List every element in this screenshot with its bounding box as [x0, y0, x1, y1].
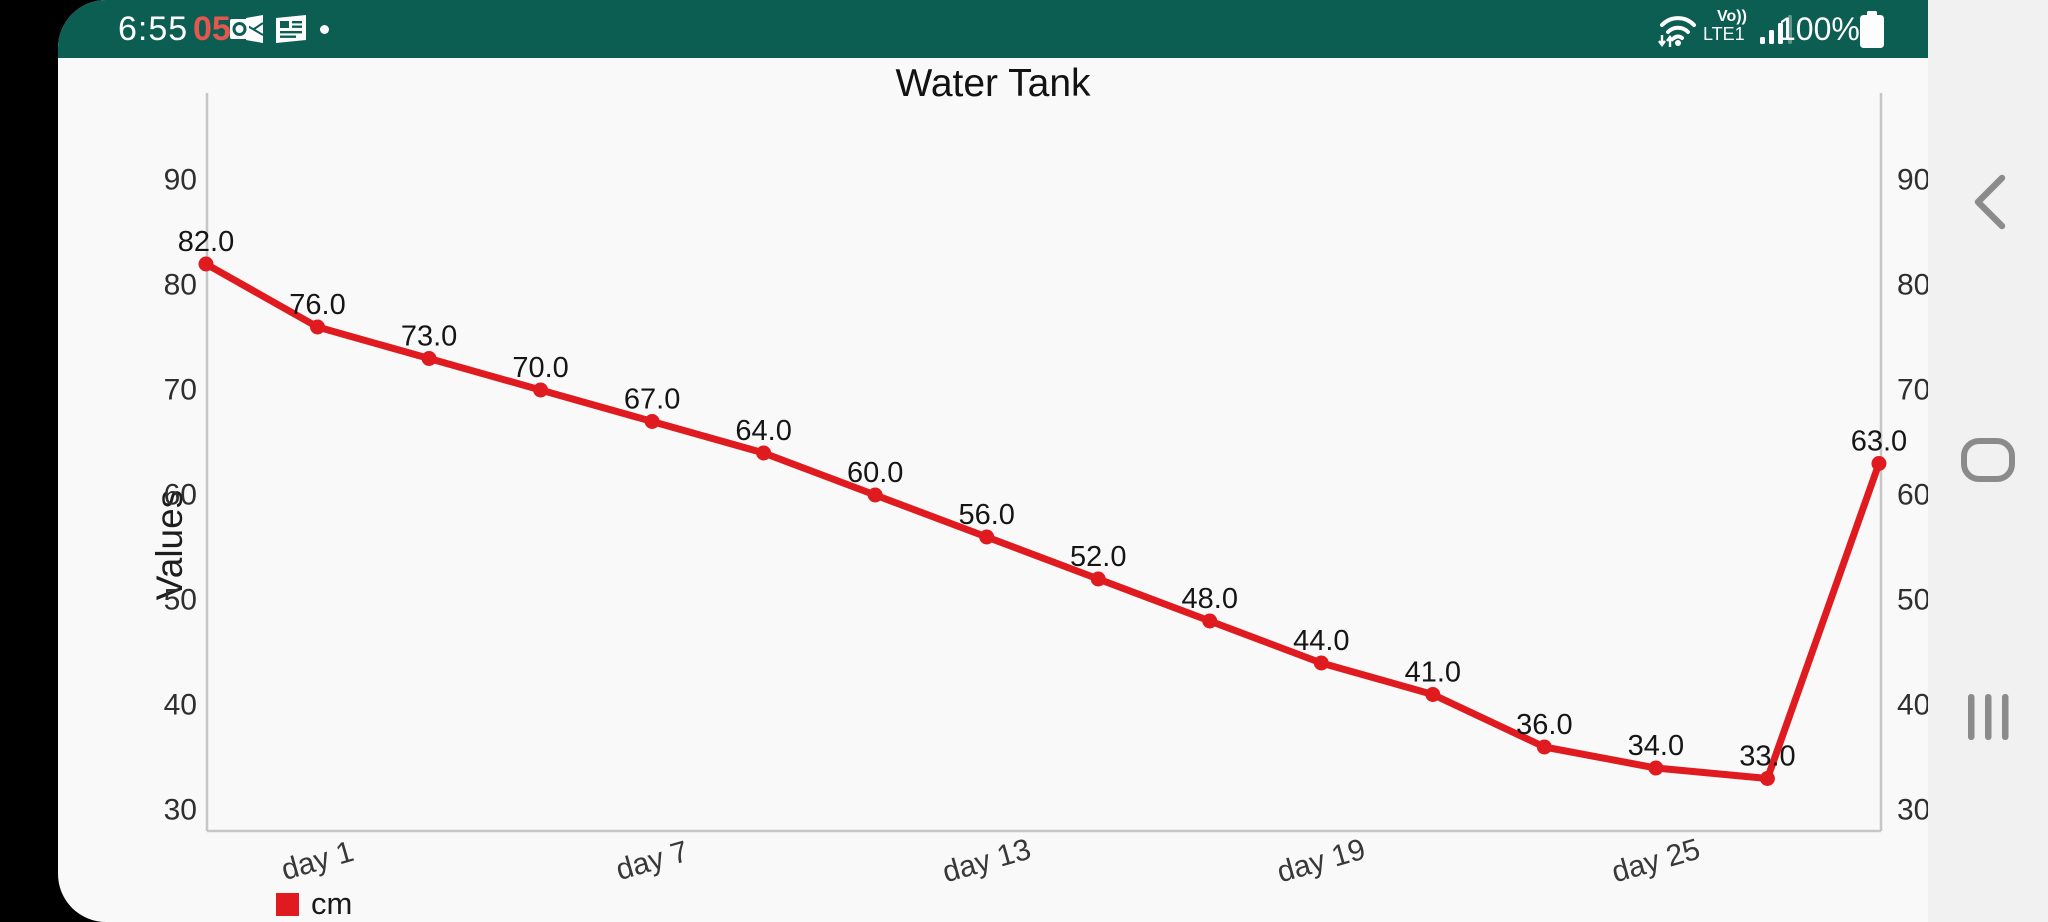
back-button[interactable]	[1928, 142, 2048, 262]
volte-label-top: Vo))	[1717, 8, 1747, 25]
y-axis-title: Values	[149, 489, 190, 601]
notification-dot-icon	[320, 25, 329, 34]
chart-title: Water Tank	[895, 62, 1091, 105]
wifi-icon	[1658, 16, 1696, 47]
navigation-bar	[1928, 0, 2048, 922]
legend-swatch-icon	[276, 892, 299, 916]
recents-button[interactable]	[1928, 657, 2048, 777]
recents-bars-icon	[1968, 694, 2009, 740]
volte-label-bottom: LTE1	[1703, 24, 1745, 44]
home-button[interactable]	[1928, 400, 2048, 520]
status-clock: 6:55	[118, 10, 189, 48]
signal-strength-icon	[1760, 15, 1792, 44]
notification-count-badge: 05	[193, 10, 231, 48]
battery-percent-label: 100%	[1778, 11, 1860, 47]
chart-legend: cm	[276, 886, 352, 922]
battery-icon	[1860, 11, 1884, 48]
outlook-notification-icon	[230, 15, 264, 43]
status-bar: 6:55 05 Vo)) LTE1	[58, 0, 1928, 58]
app-window: 6:55 05 Vo)) LTE1	[58, 0, 1928, 922]
legend-series-label: cm	[311, 886, 353, 921]
back-chevron-icon	[1974, 174, 2006, 230]
news-notification-icon	[276, 15, 306, 43]
volte-indicator: Vo)) LTE1	[1703, 8, 1747, 44]
home-squircle-icon	[1961, 438, 2015, 482]
